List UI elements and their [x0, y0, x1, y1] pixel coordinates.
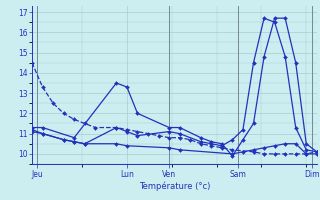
X-axis label: Température (°c): Température (°c)	[139, 181, 210, 191]
